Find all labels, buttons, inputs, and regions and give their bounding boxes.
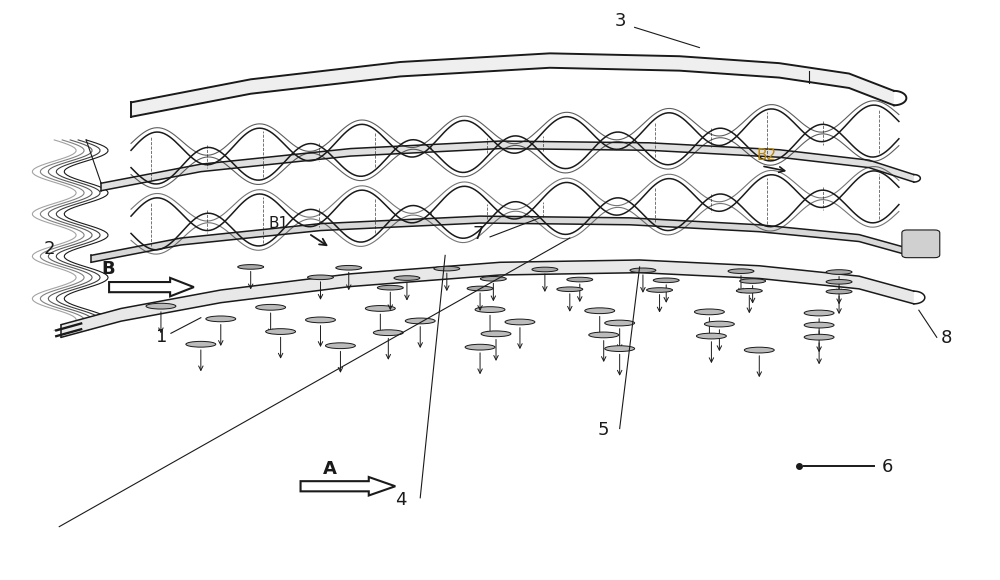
Ellipse shape	[740, 279, 766, 284]
Ellipse shape	[647, 288, 673, 292]
Ellipse shape	[434, 266, 460, 271]
Text: 6: 6	[882, 458, 893, 476]
Ellipse shape	[306, 317, 335, 323]
Text: 2: 2	[43, 240, 55, 258]
Text: A: A	[323, 459, 337, 477]
Ellipse shape	[736, 288, 762, 293]
Text: 7: 7	[472, 225, 484, 243]
Ellipse shape	[696, 333, 726, 339]
Ellipse shape	[394, 276, 420, 280]
Ellipse shape	[804, 310, 834, 316]
Ellipse shape	[826, 280, 852, 284]
Text: B: B	[101, 260, 115, 278]
Ellipse shape	[256, 304, 286, 310]
Ellipse shape	[405, 318, 435, 324]
Ellipse shape	[465, 345, 495, 350]
Text: 5: 5	[598, 422, 609, 440]
Polygon shape	[131, 53, 894, 117]
Ellipse shape	[336, 266, 362, 270]
Ellipse shape	[585, 308, 615, 314]
Ellipse shape	[567, 277, 593, 282]
Ellipse shape	[146, 303, 176, 309]
Ellipse shape	[238, 264, 264, 269]
Ellipse shape	[557, 287, 583, 292]
Text: 8: 8	[941, 329, 952, 347]
Polygon shape	[109, 278, 194, 296]
Text: 1: 1	[156, 328, 167, 346]
Ellipse shape	[744, 347, 774, 353]
Ellipse shape	[694, 309, 724, 315]
Ellipse shape	[475, 307, 505, 313]
Ellipse shape	[605, 346, 635, 351]
Ellipse shape	[826, 289, 852, 294]
Ellipse shape	[365, 306, 395, 311]
Text: B2: B2	[756, 148, 776, 163]
Ellipse shape	[481, 331, 511, 337]
Ellipse shape	[630, 268, 656, 273]
Ellipse shape	[804, 334, 834, 340]
Ellipse shape	[377, 285, 403, 290]
Ellipse shape	[266, 329, 296, 335]
Ellipse shape	[532, 267, 558, 272]
Ellipse shape	[308, 275, 333, 280]
Ellipse shape	[373, 330, 403, 336]
Ellipse shape	[325, 343, 355, 349]
Ellipse shape	[467, 286, 493, 291]
Ellipse shape	[505, 319, 535, 325]
Text: 3: 3	[615, 12, 626, 30]
Ellipse shape	[605, 320, 635, 326]
Ellipse shape	[728, 269, 754, 274]
Polygon shape	[91, 216, 909, 262]
Ellipse shape	[704, 321, 734, 327]
Polygon shape	[101, 141, 914, 191]
Ellipse shape	[206, 316, 236, 322]
Polygon shape	[301, 477, 395, 495]
Ellipse shape	[826, 270, 852, 274]
Ellipse shape	[589, 332, 619, 338]
FancyBboxPatch shape	[902, 230, 940, 258]
Ellipse shape	[186, 342, 216, 347]
Polygon shape	[61, 260, 914, 338]
Ellipse shape	[804, 322, 834, 328]
Ellipse shape	[653, 278, 679, 282]
Text: B1: B1	[269, 216, 289, 231]
Ellipse shape	[480, 277, 506, 281]
Text: 4: 4	[395, 491, 407, 509]
